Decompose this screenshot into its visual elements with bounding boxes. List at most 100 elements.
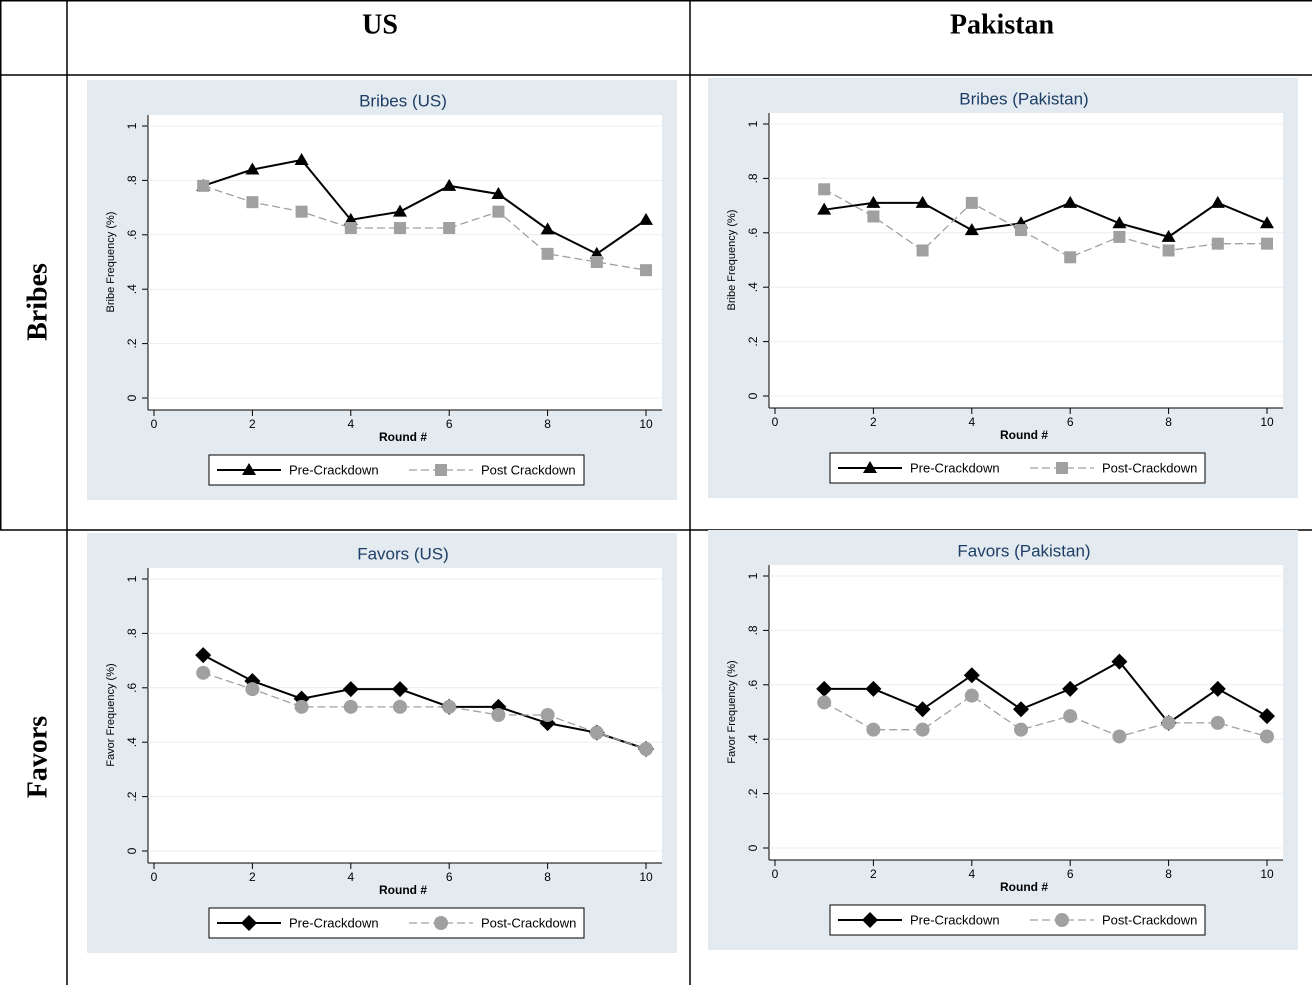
marker: [197, 179, 210, 192]
marker: [1113, 230, 1126, 243]
x-axis-label: Round #: [379, 883, 427, 897]
marker: [639, 742, 653, 756]
x-tick-label: 8: [544, 870, 551, 884]
marker: [639, 212, 653, 225]
marker: [816, 680, 833, 697]
y-axis-label: Bribe Frequency (%): [726, 210, 738, 311]
y-tick-label: .4: [746, 282, 760, 292]
y-tick-label: .8: [746, 173, 760, 183]
y-tick-label: .6: [125, 682, 139, 692]
marker: [1161, 715, 1176, 730]
legend-label: Pre-Crackdown: [910, 912, 1000, 927]
marker: [866, 722, 881, 737]
chart-title: Bribes (Pakistan): [959, 89, 1088, 108]
series-line: [823, 188, 1267, 259]
marker: [343, 699, 358, 714]
marker: [394, 222, 406, 234]
legend-label: Pre-Crackdown: [289, 462, 379, 477]
marker: [1111, 653, 1128, 670]
marker: [1062, 680, 1079, 697]
legend-marker: [242, 463, 256, 475]
marker: [1260, 216, 1274, 229]
chart: Bribes (Pakistan)0.2.4.6.810 2 4 6 8 10Round …: [708, 78, 1298, 498]
marker: [963, 667, 980, 684]
marker: [1209, 680, 1226, 697]
marker: [442, 699, 457, 714]
marker: [442, 178, 457, 191]
y-tick-label: .2: [125, 338, 139, 348]
series-line: [202, 185, 647, 271]
x-tick-label: 0: [772, 867, 779, 881]
legend-marker: [862, 912, 878, 928]
marker: [393, 204, 407, 217]
y-axis-label: Bribe Frequency (%): [105, 212, 117, 313]
y-tick-label: 0: [746, 844, 760, 851]
marker: [342, 681, 359, 698]
y-tick-label: .4: [125, 737, 139, 747]
series-line: [824, 201, 1268, 238]
legend-marker: [241, 915, 257, 931]
marker: [1161, 229, 1176, 242]
legend-label: Pre-Crackdown: [289, 915, 379, 930]
marker: [590, 256, 603, 268]
y-tick-label: .6: [746, 227, 760, 237]
y-tick-label: .6: [125, 229, 139, 239]
marker: [915, 722, 930, 737]
chart: Favors (Pakistan)0.2.4.6.810 2 4 6 8 10Round …: [708, 530, 1298, 950]
y-tick-label: 0: [746, 392, 760, 399]
plot-area: [148, 568, 662, 863]
y-tick-label: 1: [746, 120, 760, 127]
x-tick-label: 10: [639, 870, 653, 884]
marker: [914, 701, 931, 718]
legend-label: Post-Crackdown: [1102, 460, 1197, 475]
legend-marker: [863, 461, 877, 473]
marker: [294, 153, 309, 165]
y-tick-label: .4: [746, 734, 760, 744]
marker: [492, 205, 505, 218]
x-tick-label: 6: [446, 417, 453, 431]
x-tick-label: 0: [772, 415, 779, 429]
x-tick-label: 0: [151, 870, 158, 884]
marker: [589, 725, 604, 740]
y-tick-label: .8: [125, 628, 139, 638]
x-tick-label: 2: [249, 870, 256, 884]
y-tick-label: 1: [125, 575, 139, 582]
x-tick-label: 4: [347, 870, 354, 884]
chart-title: Bribes (US): [359, 91, 447, 110]
x-axis-label: Round #: [1000, 880, 1048, 894]
marker: [1112, 216, 1127, 229]
legend-marker: [435, 464, 447, 476]
marker: [1210, 195, 1225, 208]
chart-title: Favors (Pakistan): [957, 541, 1090, 560]
column-header: Pakistan: [950, 9, 1055, 40]
marker: [1259, 708, 1275, 725]
marker: [1064, 251, 1077, 264]
legend-label: Post-Crackdown: [481, 915, 576, 930]
legend-marker: [1055, 913, 1069, 927]
x-axis-label: Round #: [1000, 428, 1048, 442]
marker: [344, 222, 357, 234]
marker: [541, 247, 554, 260]
x-tick-label: 10: [1260, 415, 1274, 429]
marker: [491, 187, 506, 199]
y-tick-label: .8: [746, 625, 760, 635]
x-tick-label: 8: [1165, 415, 1172, 429]
marker: [817, 695, 832, 710]
y-axis-label: Favor Frequency (%): [105, 663, 117, 766]
legend-marker: [1056, 462, 1068, 474]
x-tick-label: 4: [968, 867, 975, 881]
row-header: Bribes: [22, 263, 53, 341]
marker: [915, 195, 930, 208]
plot-area: [769, 113, 1283, 408]
marker: [1210, 715, 1225, 730]
marker: [865, 680, 882, 697]
marker: [491, 708, 506, 722]
marker: [1162, 244, 1175, 257]
legend-label: Post-Crackdown: [1102, 912, 1197, 927]
marker: [392, 681, 408, 698]
y-tick-label: 0: [125, 394, 139, 401]
marker: [1260, 729, 1274, 744]
marker: [1063, 709, 1078, 724]
